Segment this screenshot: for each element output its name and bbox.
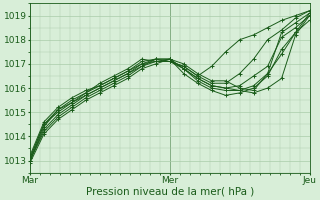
X-axis label: Pression niveau de la mer( hPa ): Pression niveau de la mer( hPa ) — [86, 187, 254, 197]
